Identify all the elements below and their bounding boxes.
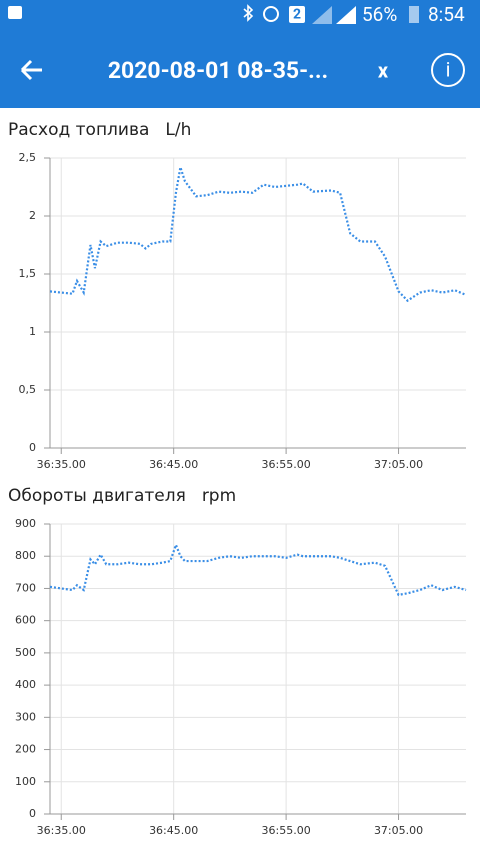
sim-number: 2 [293,7,301,23]
x-tick-label: 36:35.00 [37,824,86,837]
y-tick-label: 2 [29,209,36,222]
x-tick-label: 37:05.00 [374,458,423,471]
y-tick-label: 0 [29,807,36,820]
battery-percent: 56% [362,3,397,26]
y-tick-label: 600 [15,614,36,627]
chart-unit: rpm [202,486,236,506]
chart-title: Обороты двигателя [8,486,186,506]
app-header [0,0,480,108]
x-tick-label: 36:55.00 [262,824,311,837]
y-tick-label: 500 [15,646,36,659]
y-tick-label: 200 [15,743,36,756]
data-line [49,541,467,597]
bluetooth-icon [243,4,254,22]
info-button[interactable]: i [431,53,465,87]
gallery-icon [8,6,22,19]
alarm-icon [263,6,279,22]
info-glyph: i [446,57,451,81]
y-tick-label: 1,5 [19,267,37,280]
y-tick-label: 0,5 [19,383,37,396]
x-tick-label: 36:35.00 [37,458,86,471]
signal-icon [312,6,332,24]
y-tick-label: 900 [15,517,36,530]
y-tick-label: 800 [15,549,36,562]
chart-unit: L/h [165,120,191,140]
app-title: 2020-08-01 08-35-... [108,57,328,84]
data-line [49,166,467,303]
y-tick-label: 100 [15,775,36,788]
info-circle [431,53,465,87]
x-tick-label: 36:45.00 [149,824,198,837]
signal-icon-2 [336,6,356,24]
close-button[interactable]: x [378,58,389,82]
y-tick-label: 300 [15,710,36,723]
y-tick-label: 400 [15,678,36,691]
y-tick-label: 700 [15,581,36,594]
clock: 8:54 [428,3,465,26]
y-tick-label: 2,5 [19,151,37,164]
x-tick-label: 36:55.00 [262,458,311,471]
x-tick-label: 37:05.00 [374,824,423,837]
sim-badge [289,6,305,23]
x-tick-label: 36:45.00 [149,458,198,471]
chart-title: Расход топлива [8,120,149,140]
y-tick-label: 0 [29,441,36,454]
back-button[interactable] [20,59,42,81]
battery-icon [409,6,419,23]
y-tick-label: 1 [29,325,36,338]
